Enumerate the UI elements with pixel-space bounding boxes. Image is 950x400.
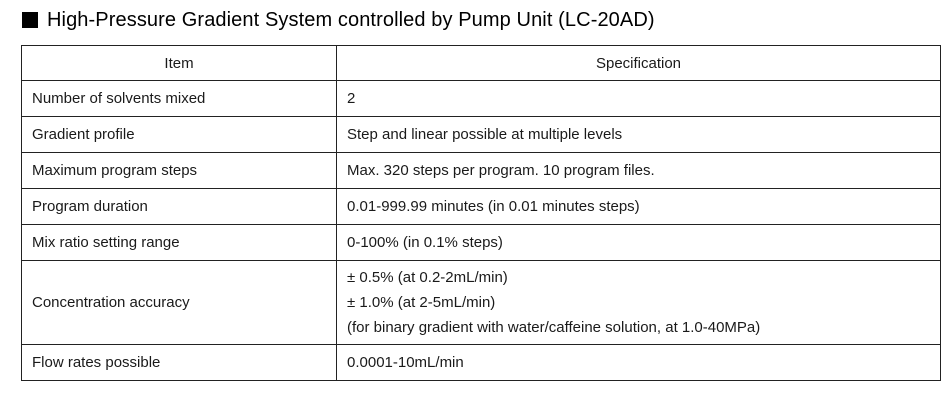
spec-cell: 0.0001-10mL/min: [336, 344, 941, 381]
header-specification: Specification: [336, 45, 941, 81]
section-title: High-Pressure Gradient System controlled…: [47, 8, 655, 31]
table-row: Mix ratio setting range 0-100% (in 0.1% …: [21, 224, 941, 261]
item-cell: Mix ratio setting range: [21, 224, 337, 261]
spec-cell: 2: [336, 80, 941, 117]
spec-cell: Step and linear possible at multiple lev…: [336, 116, 941, 153]
item-cell: Number of solvents mixed: [21, 80, 337, 117]
header-item: Item: [21, 45, 337, 81]
spec-cell: Max. 320 steps per program. 10 program f…: [336, 152, 941, 189]
table-row: Program duration 0.01-999.99 minutes (in…: [21, 188, 941, 225]
item-cell: Gradient profile: [21, 116, 337, 153]
spec-cell: 0-100% (in 0.1% steps): [336, 224, 941, 261]
spec-line: ± 0.5% (at 0.2-2mL/min): [347, 269, 508, 286]
table-row: Number of solvents mixed 2: [21, 80, 941, 117]
table-row: Gradient profile Step and linear possibl…: [21, 116, 941, 153]
section-heading: High-Pressure Gradient System controlled…: [22, 5, 655, 35]
spec-cell: 0.01-999.99 minutes (in 0.01 minutes ste…: [336, 188, 941, 225]
spec-line: (for binary gradient with water/caffeine…: [347, 319, 761, 336]
table-row: Concentration accuracy ± 0.5% (at 0.2-2m…: [21, 260, 941, 345]
table-header-row: Item Specification: [21, 45, 941, 81]
table-row: Maximum program steps Max. 320 steps per…: [21, 152, 941, 189]
item-cell: Maximum program steps: [21, 152, 337, 189]
specification-table: Item Specification Number of solvents mi…: [21, 45, 941, 381]
item-cell: Flow rates possible: [21, 344, 337, 381]
item-cell: Concentration accuracy: [21, 260, 337, 345]
filled-square-icon: [22, 12, 38, 28]
table-row: Flow rates possible 0.0001-10mL/min: [21, 344, 941, 381]
spec-line: ± 1.0% (at 2-5mL/min): [347, 294, 496, 311]
item-cell: Program duration: [21, 188, 337, 225]
spec-cell: ± 0.5% (at 0.2-2mL/min) ± 1.0% (at 2-5mL…: [336, 260, 941, 345]
